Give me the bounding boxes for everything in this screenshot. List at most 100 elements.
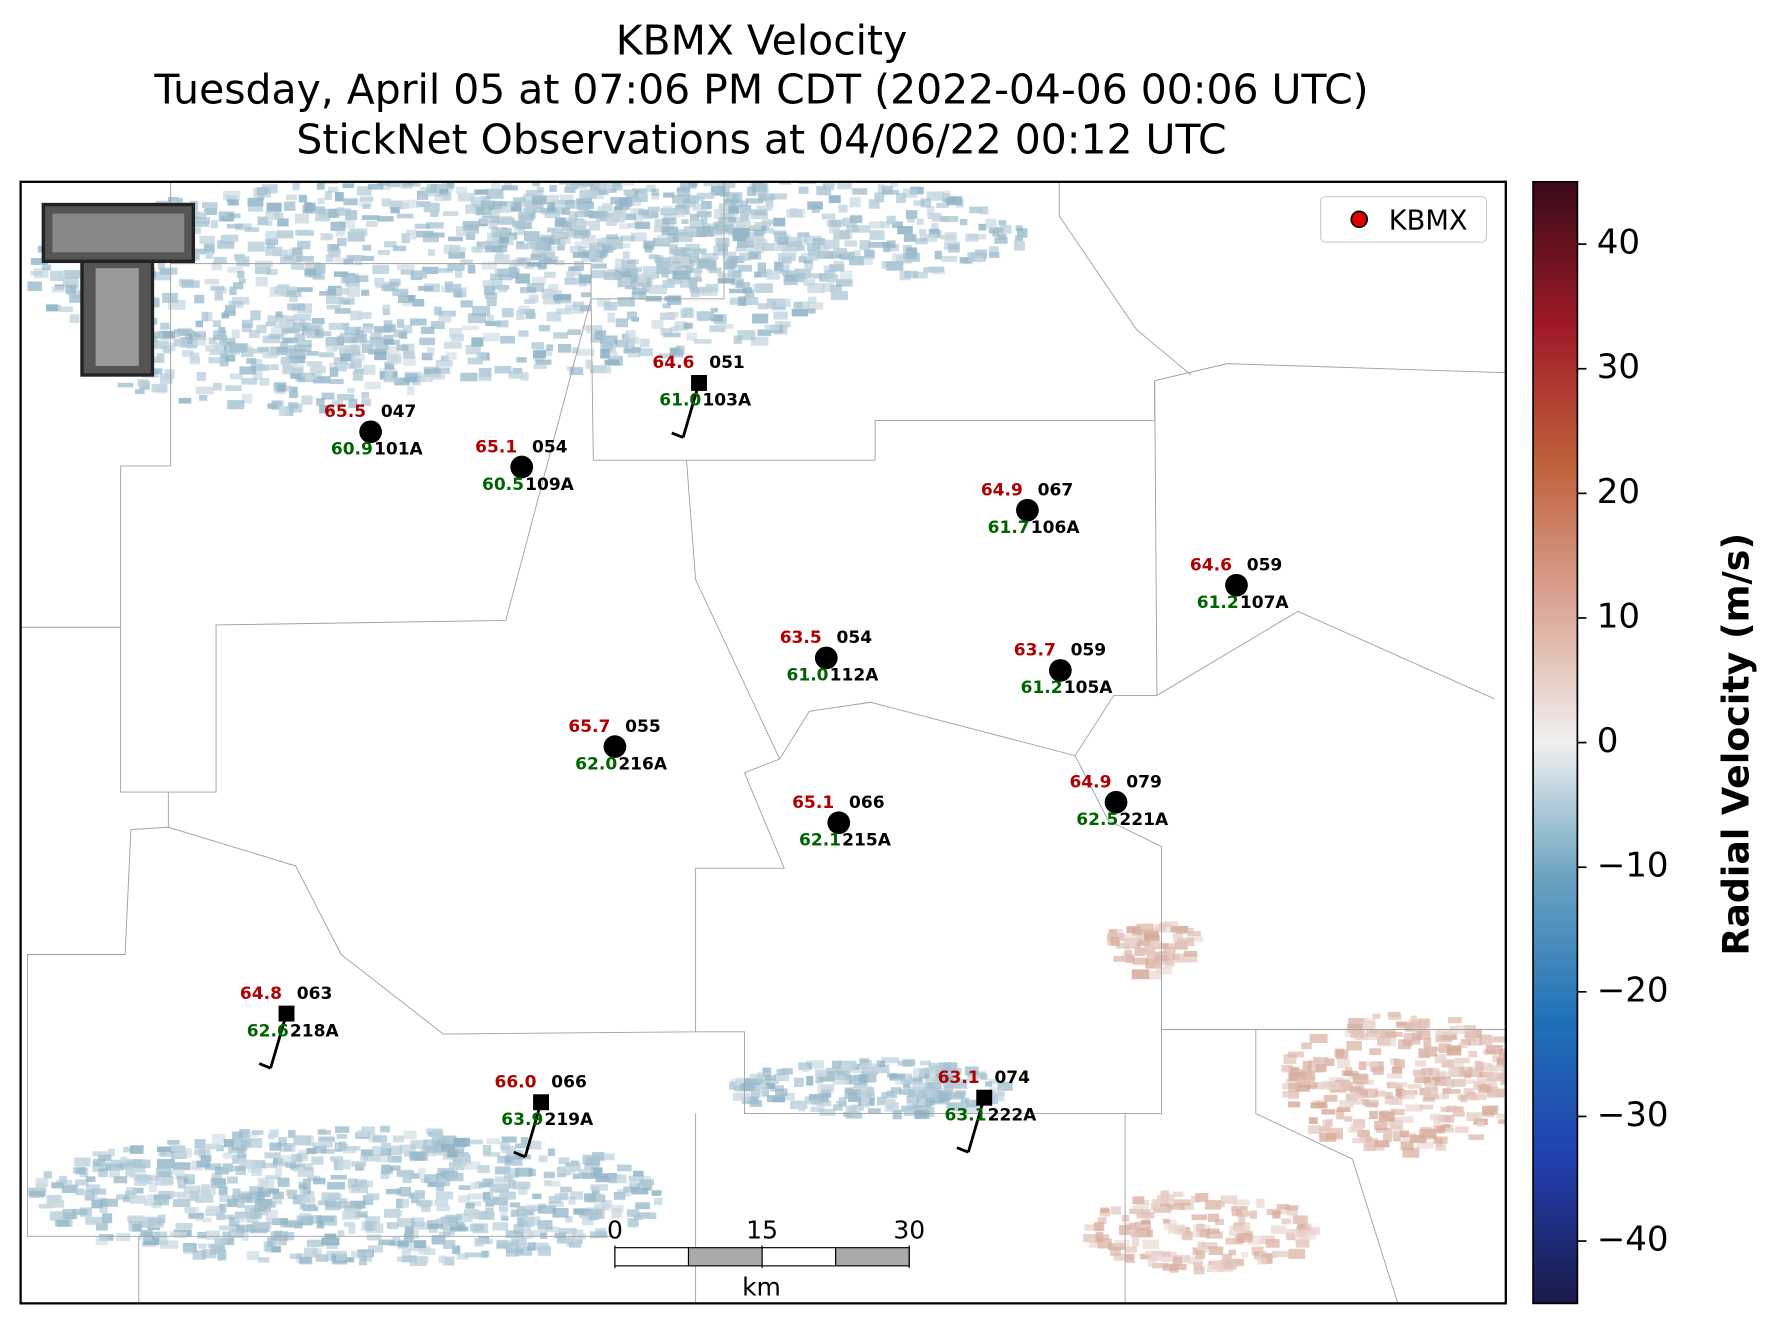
radar-gate: [147, 368, 163, 375]
radar-gate: [303, 1247, 318, 1258]
radar-gate: [486, 188, 504, 199]
radar-gate: [195, 320, 204, 328]
radar-gate: [289, 386, 298, 393]
radar-gate: [560, 194, 574, 205]
radar-gate: [235, 1166, 246, 1176]
radar-gate: [402, 181, 421, 187]
radar-gate: [443, 1239, 456, 1250]
radar-gate: [210, 1244, 226, 1255]
radar-gate: [240, 1191, 259, 1200]
radar-gate: [640, 1184, 651, 1190]
radar-gate: [277, 1155, 294, 1164]
radar-gate: [509, 1168, 519, 1179]
radar-gate: [745, 1078, 764, 1084]
radar-gate: [212, 1174, 222, 1182]
radar-gate: [717, 278, 735, 284]
radar-gate: [252, 364, 271, 371]
radar-gate: [500, 335, 515, 344]
radar-gate: [327, 1182, 346, 1190]
radar-gate: [389, 339, 400, 345]
radar-gate: [442, 171, 455, 181]
radar-gate: [980, 206, 989, 215]
radar-gate: [423, 1174, 439, 1184]
radar-gate: [390, 1145, 403, 1156]
radar-gate: [661, 267, 669, 278]
radar-gate: [1511, 1103, 1518, 1113]
radar-gate: [299, 1189, 308, 1199]
radar-gate: [208, 357, 226, 364]
radar-gate: [1468, 1134, 1484, 1140]
radar-gate: [1017, 228, 1028, 238]
radar-gate: [1161, 1251, 1177, 1263]
radar-gate: [1336, 1106, 1351, 1112]
radar-gate: [364, 381, 381, 390]
radar-gate: [1385, 1092, 1393, 1099]
radar-gate: [518, 226, 525, 235]
wind-direction: 054: [532, 437, 568, 457]
radar-gate: [375, 1155, 393, 1163]
radar-gate: [861, 1062, 879, 1072]
radar-gate: [590, 269, 607, 279]
radar-gate: [1196, 1228, 1207, 1238]
radar-gate: [527, 1242, 536, 1251]
radar-gate: [1143, 1215, 1151, 1222]
radar-gate: [227, 1147, 245, 1154]
temperature: 63.1: [938, 1068, 980, 1088]
radar-gate: [494, 254, 510, 265]
radar-gate: [518, 305, 530, 312]
radar-gate: [615, 318, 629, 328]
radar-gate: [1281, 1064, 1293, 1073]
radar-gate: [955, 1102, 968, 1112]
radar-gate: [537, 1220, 553, 1230]
radar-gate: [476, 352, 487, 361]
radar-gate: [1097, 1238, 1112, 1249]
radar-gate: [868, 221, 885, 229]
radar-gate: [135, 1174, 152, 1181]
radar-gate: [526, 1204, 544, 1210]
radar-gate: [866, 1087, 874, 1096]
radar-gate: [232, 1154, 247, 1164]
radar-gate: [535, 359, 552, 365]
radar-gate: [305, 262, 321, 270]
radar-gate: [1124, 949, 1133, 956]
radar-gate: [214, 1238, 227, 1245]
radar-gate: [686, 332, 698, 341]
radar-gate: [868, 241, 887, 248]
radar-gate: [1502, 1064, 1506, 1070]
radar-gate: [252, 370, 263, 381]
radar-gate: [590, 333, 603, 343]
radar-gate: [512, 1181, 530, 1190]
radar-gate: [675, 345, 685, 356]
radar-gate: [965, 1099, 977, 1108]
radar-gate: [830, 284, 843, 292]
radar-gate: [1208, 1228, 1220, 1234]
radar-gate: [811, 1095, 821, 1104]
radar-gate: [606, 234, 619, 240]
radar-gate: [272, 1191, 284, 1200]
radar-gate: [385, 1188, 402, 1195]
radar-gate: [212, 382, 223, 391]
radar-gate: [154, 1176, 173, 1186]
radar-gate: [363, 364, 376, 375]
radar-gate: [1015, 225, 1023, 232]
radar-gate: [237, 1149, 246, 1159]
radar-gate: [1113, 955, 1129, 962]
radar-gate: [467, 357, 484, 365]
radar-gate: [435, 1191, 454, 1200]
radar-gate: [292, 181, 300, 191]
radar-gate: [1457, 1094, 1468, 1101]
radar-gate: [1131, 1237, 1140, 1247]
radar-gate: [539, 251, 555, 258]
radar-gate: [231, 296, 250, 305]
radar-gate: [576, 203, 594, 210]
radar-gate: [257, 1257, 270, 1263]
radar-gate: [696, 192, 715, 200]
radar-gate: [807, 302, 824, 310]
radar-gate: [92, 1161, 105, 1172]
radar-gate: [1285, 1078, 1297, 1085]
radar-gate: [627, 1218, 640, 1227]
radar-gate: [747, 186, 756, 197]
station-id: 219A: [544, 1110, 594, 1130]
radar-gate: [907, 1096, 917, 1104]
radar-gate: [516, 357, 527, 363]
